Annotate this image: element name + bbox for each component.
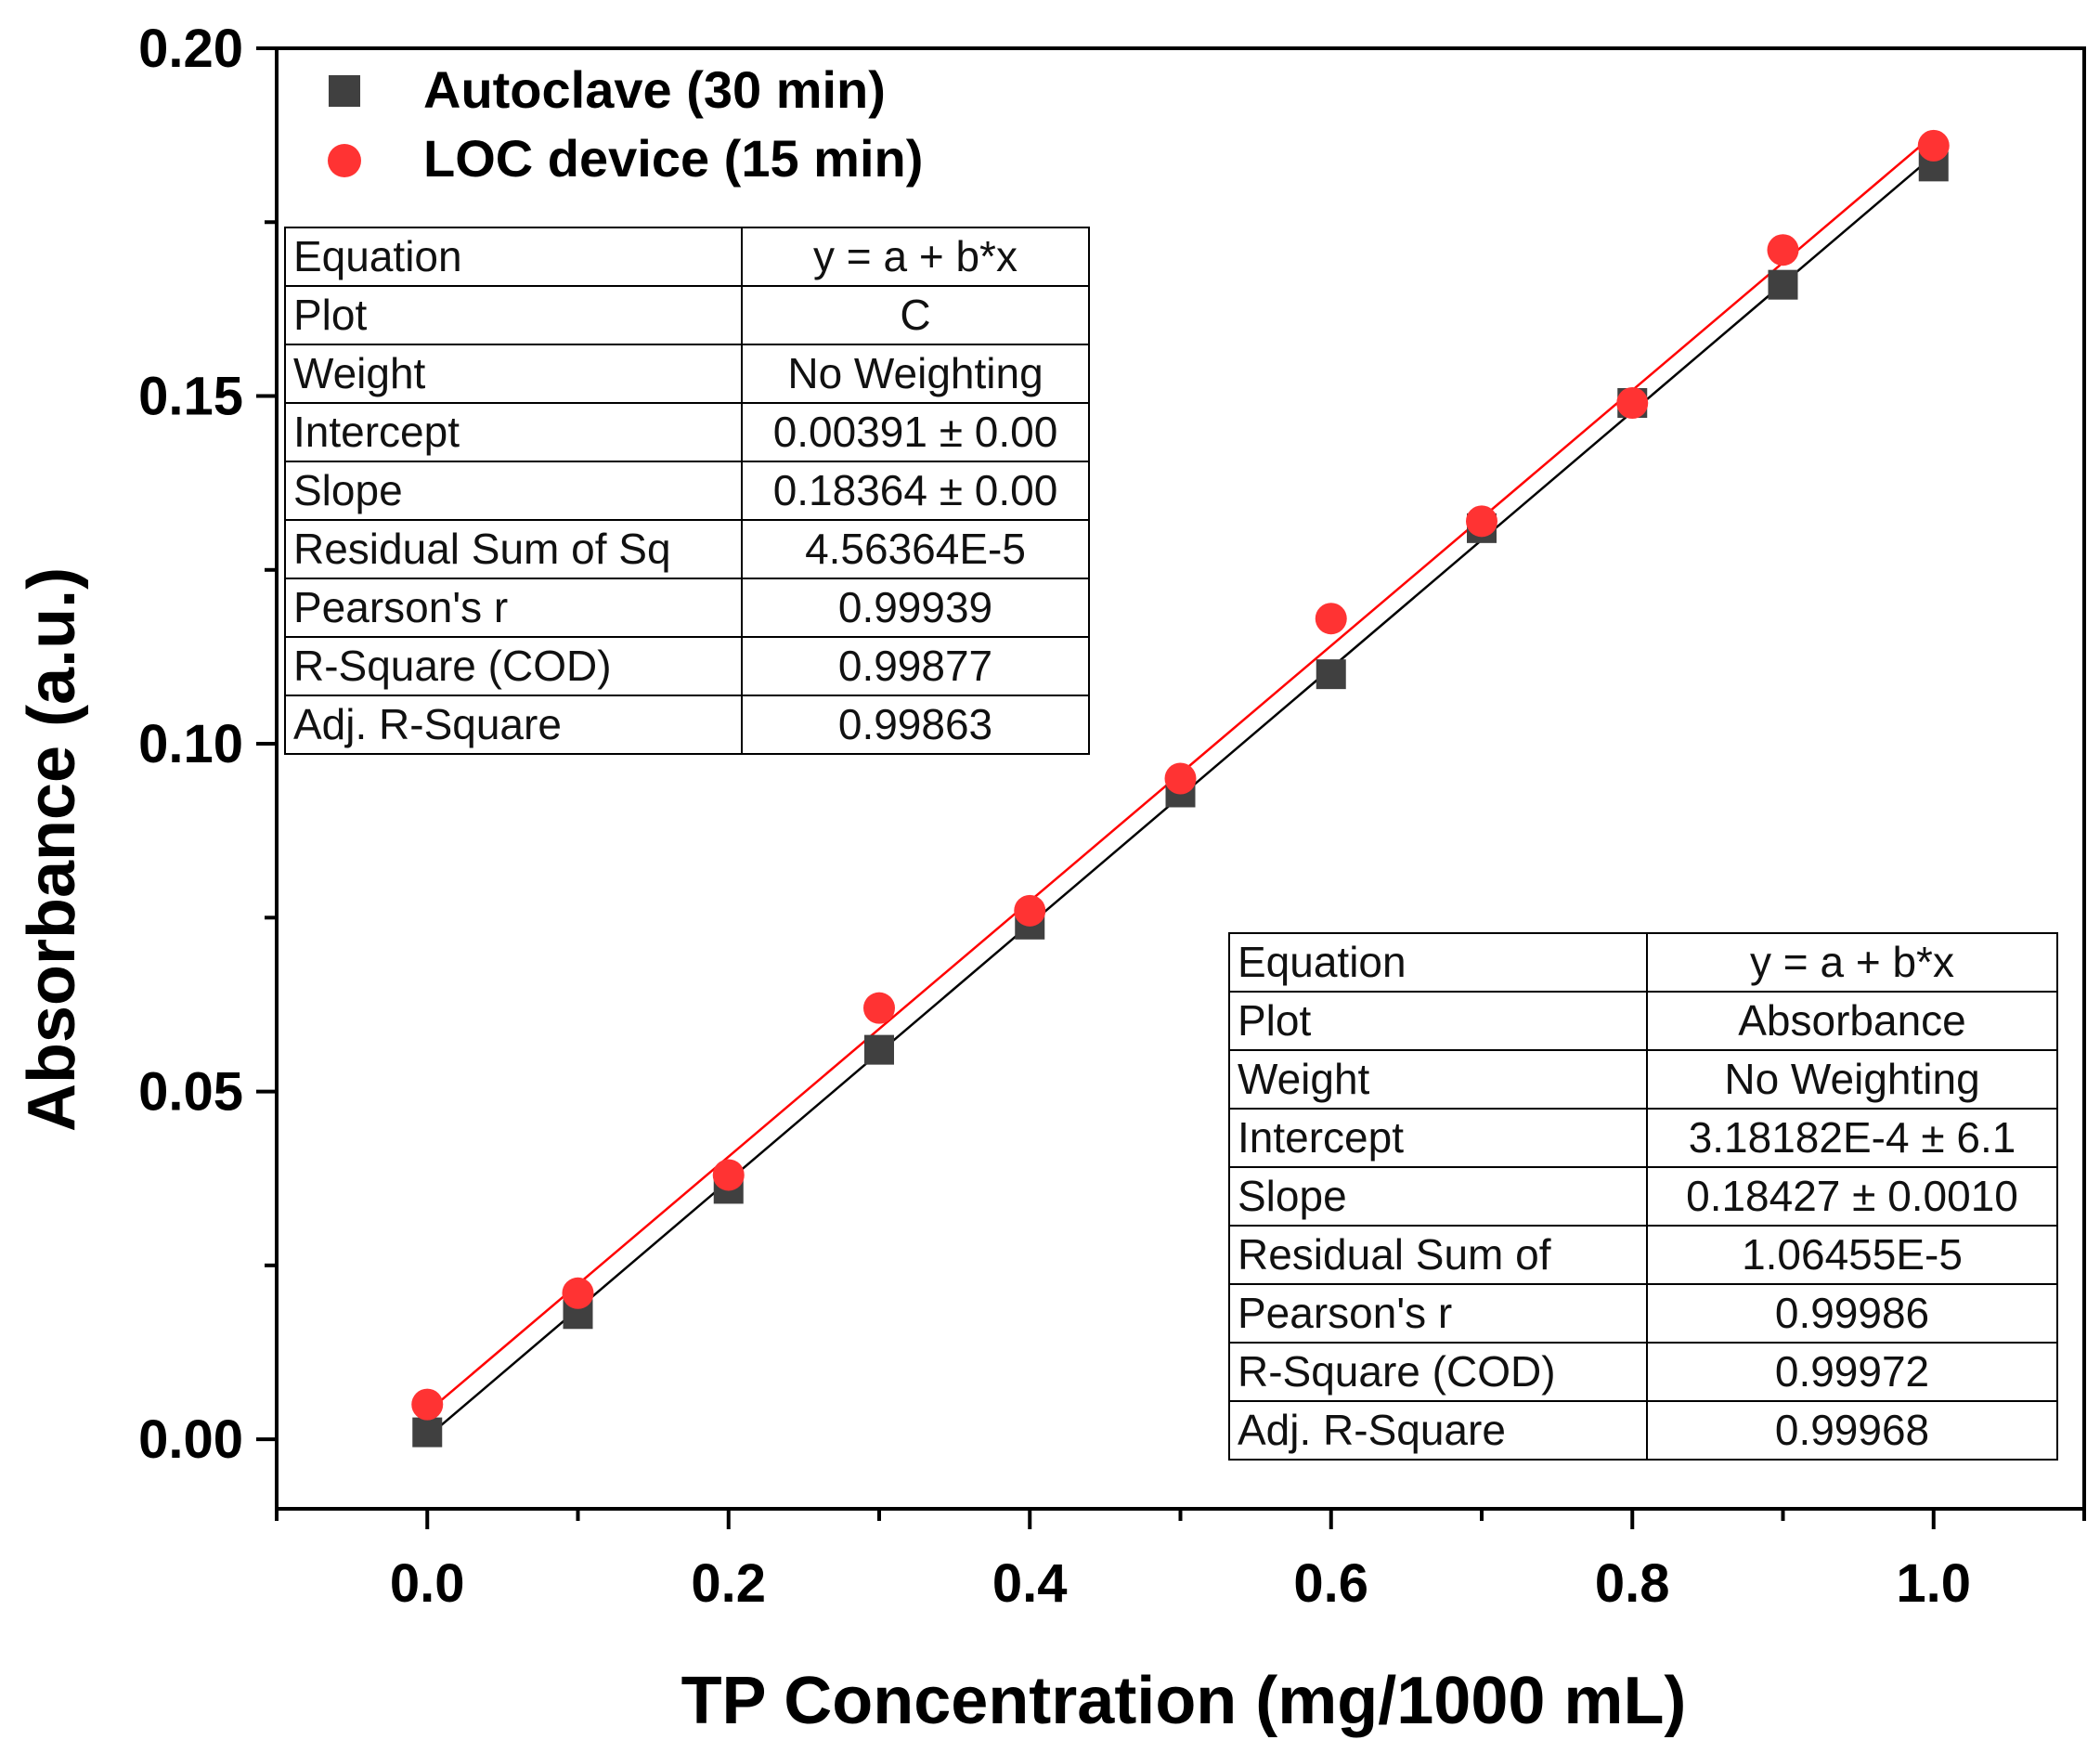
table-key: Equation bbox=[1228, 932, 1648, 993]
table-key: Adj. R-Square bbox=[284, 695, 743, 755]
table-row: R-Square (COD) 0.99972 bbox=[1228, 1342, 2058, 1402]
table-value: 0.99877 bbox=[741, 636, 1090, 696]
x-tick-label: 0.6 bbox=[1293, 1553, 1368, 1614]
table-row: Weight No Weighting bbox=[1228, 1049, 2058, 1110]
legend-label-autoclave: Autoclave (30 min) bbox=[423, 60, 886, 119]
table-value: 1.06455E-5 bbox=[1646, 1225, 2058, 1285]
table-row: Residual Sum of 1.06455E-5 bbox=[1228, 1225, 2058, 1285]
table-row: Residual Sum of Sq 4.56364E-5 bbox=[284, 519, 1090, 579]
data-point-autoclave bbox=[1768, 269, 1798, 300]
table-value: y = a + b*x bbox=[1646, 932, 2058, 993]
table-row: Slope 0.18427 ± 0.0010 bbox=[1228, 1166, 2058, 1227]
data-point-loc bbox=[1616, 387, 1649, 420]
table-row: Pearson's r 0.99986 bbox=[1228, 1283, 2058, 1344]
data-markers bbox=[411, 129, 1950, 1448]
table-key: Pearson's r bbox=[1228, 1283, 1648, 1344]
table-key: Pearson's r bbox=[284, 578, 743, 638]
table-key: R-Square (COD) bbox=[1228, 1342, 1648, 1402]
y-tick-label: 0.15 bbox=[138, 367, 243, 427]
data-point-loc bbox=[712, 1159, 745, 1191]
legend-label-loc: LOC device (15 min) bbox=[423, 129, 923, 188]
table-row: Equation y = a + b*x bbox=[284, 227, 1090, 287]
table-key: Residual Sum of bbox=[1228, 1225, 1648, 1285]
data-point-loc bbox=[1014, 894, 1046, 927]
data-point-loc bbox=[1164, 762, 1197, 795]
table-key: Adj. R-Square bbox=[1228, 1400, 1648, 1461]
y-tick-label: 0.10 bbox=[138, 714, 243, 774]
table-key: Slope bbox=[1228, 1166, 1648, 1227]
table-row: Pearson's r 0.99939 bbox=[284, 578, 1090, 638]
table-value: C bbox=[741, 285, 1090, 345]
data-point-autoclave bbox=[1316, 659, 1346, 690]
y-tick-label: 0.00 bbox=[138, 1409, 243, 1470]
x-tick-label: 1.0 bbox=[1896, 1553, 1971, 1614]
table-key: Weight bbox=[284, 344, 743, 404]
fit-stats-table-autoclave: Equation y = a + b*x Plot Absorbance Weigh… bbox=[1228, 932, 2058, 1461]
y-tick-label: 0.20 bbox=[138, 19, 243, 79]
table-key: Intercept bbox=[284, 402, 743, 462]
table-row: Plot Absorbance bbox=[1228, 991, 2058, 1051]
x-tick-label: 0.4 bbox=[992, 1553, 1068, 1614]
data-point-loc bbox=[1466, 505, 1497, 538]
data-point-autoclave bbox=[864, 1034, 894, 1065]
legend-marker-loc bbox=[328, 144, 361, 177]
table-value: 0.18364 ± 0.00 bbox=[741, 461, 1090, 521]
table-value: 0.99986 bbox=[1646, 1283, 2058, 1344]
x-tick-label: 0.8 bbox=[1595, 1553, 1670, 1614]
table-value: 0.00391 ± 0.00 bbox=[741, 402, 1090, 462]
table-value: 0.18427 ± 0.0010 bbox=[1646, 1166, 2058, 1227]
table-key: Slope bbox=[284, 461, 743, 521]
table-row: Plot C bbox=[284, 285, 1090, 345]
legend-marker-autoclave bbox=[329, 75, 360, 107]
data-point-loc bbox=[562, 1277, 594, 1309]
table-row: Slope 0.18364 ± 0.00 bbox=[284, 461, 1090, 521]
table-key: Residual Sum of Sq bbox=[284, 519, 743, 579]
table-value: 0.99968 bbox=[1646, 1400, 2058, 1461]
fit-stats-table-loc: Equation y = a + b*x Plot C Weight No Weigh… bbox=[284, 227, 1090, 755]
data-point-loc bbox=[411, 1388, 444, 1421]
table-row: Intercept 3.18182E-4 ± 6.1 bbox=[1228, 1108, 2058, 1168]
table-value: 0.99939 bbox=[741, 578, 1090, 638]
table-value: 3.18182E-4 ± 6.1 bbox=[1646, 1108, 2058, 1168]
y-tick-label: 0.05 bbox=[138, 1062, 243, 1123]
table-row: R-Square (COD) 0.99877 bbox=[284, 636, 1090, 696]
data-point-loc bbox=[1315, 603, 1347, 635]
x-axis-title: TP Concentration (mg/1000 mL) bbox=[681, 1664, 1687, 1738]
table-row: Adj. R-Square 0.99968 bbox=[1228, 1400, 2058, 1461]
table-key: Plot bbox=[1228, 991, 1648, 1051]
table-value: No Weighting bbox=[741, 344, 1090, 404]
table-row: Intercept 0.00391 ± 0.00 bbox=[284, 402, 1090, 462]
table-value: y = a + b*x bbox=[741, 227, 1090, 287]
table-row: Equation y = a + b*x bbox=[1228, 932, 2058, 993]
data-point-autoclave bbox=[412, 1417, 443, 1448]
table-key: R-Square (COD) bbox=[284, 636, 743, 696]
data-point-loc bbox=[1767, 234, 1799, 266]
axes: 0.0 0.2 0.4 0.6 0.8 1.0 0.00 0.05 0.10 0.15 0.20 bbox=[138, 19, 2086, 1614]
table-key: Weight bbox=[1228, 1049, 1648, 1110]
table-key: Plot bbox=[284, 285, 743, 345]
x-tick-label: 0.2 bbox=[691, 1553, 766, 1614]
table-value: 4.56364E-5 bbox=[741, 519, 1090, 579]
table-value: Absorbance bbox=[1646, 991, 2058, 1051]
y-axis-title: Absorbance (a.u.) bbox=[15, 567, 89, 1132]
table-row: Adj. R-Square 0.99863 bbox=[284, 695, 1090, 755]
table-key: Equation bbox=[284, 227, 743, 287]
table-value: No Weighting bbox=[1646, 1049, 2058, 1110]
x-tick-label: 0.0 bbox=[390, 1553, 465, 1614]
data-point-loc bbox=[863, 992, 895, 1024]
data-point-loc bbox=[1917, 129, 1950, 162]
table-value: 0.99972 bbox=[1646, 1342, 2058, 1402]
table-value: 0.99863 bbox=[741, 695, 1090, 755]
table-key: Intercept bbox=[1228, 1108, 1648, 1168]
legend: Autoclave (30 min) LOC device (15 min) bbox=[328, 60, 923, 188]
table-row: Weight No Weighting bbox=[284, 344, 1090, 404]
